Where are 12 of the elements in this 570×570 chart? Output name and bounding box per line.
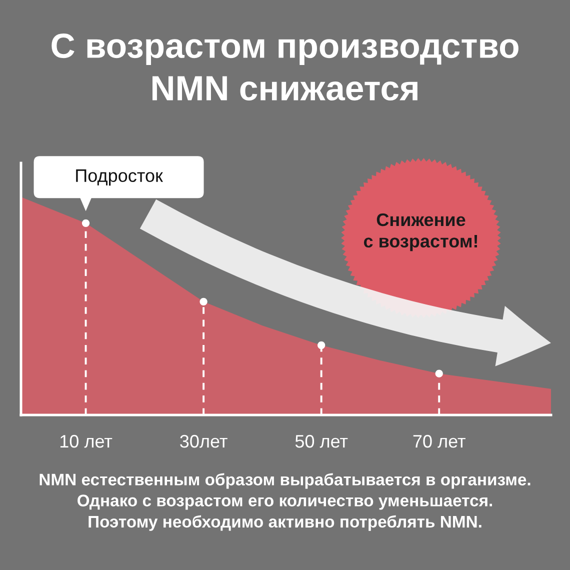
annotation: Снижение с возрастом! — [364, 213, 478, 252]
x-tick-label: 50 лет — [295, 434, 348, 448]
point — [318, 341, 326, 350]
point — [82, 219, 90, 227]
text: NMN естественным образом вырабатывается в организме. Однако с возрастом его количество уменьшается. Поэтому необходимо активно потреблять NMN. — [40, 473, 530, 531]
annotation: Подросток — [76, 169, 163, 186]
point — [435, 370, 443, 378]
x-tick-label: 10 лет — [60, 434, 112, 448]
chart-title: С возрастом производство NMN снижается — [52, 34, 518, 101]
x-tick-label: 70 лет — [413, 434, 466, 448]
x-tick-label: 30лет — [180, 434, 228, 448]
point — [200, 298, 208, 306]
